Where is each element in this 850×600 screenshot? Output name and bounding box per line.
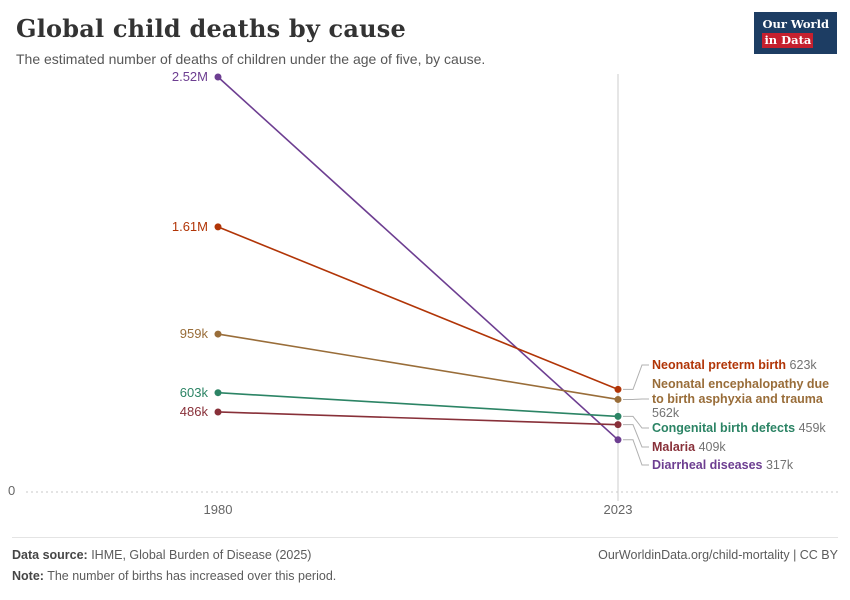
series-point-start[interactable] bbox=[214, 408, 222, 416]
series-name: Diarrheal diseases bbox=[652, 457, 763, 472]
start-value-neonatal-preterm-birth: 1.61M bbox=[171, 218, 208, 234]
series-end-value: 409k bbox=[698, 439, 726, 454]
owid-logo[interactable]: Our World in Data bbox=[754, 12, 837, 54]
note-text: The number of births has increased over … bbox=[43, 569, 337, 583]
page-title: Global child deaths by cause bbox=[16, 14, 406, 43]
slope-chart-canvas[interactable] bbox=[0, 69, 850, 521]
series-point-end[interactable] bbox=[614, 385, 622, 393]
series-label-malaria[interactable]: Malaria 409k bbox=[652, 440, 842, 455]
series-point-start[interactable] bbox=[214, 330, 222, 338]
series-label-neonatal-preterm-birth[interactable]: Neonatal preterm birth 623k bbox=[652, 358, 842, 373]
series-end-value: 562k bbox=[652, 406, 680, 420]
series-end-value: 459k bbox=[798, 420, 826, 435]
series-point-end[interactable] bbox=[614, 395, 622, 403]
x-tick-1980: 1980 bbox=[203, 502, 233, 517]
series-line[interactable] bbox=[217, 391, 619, 418]
series-point-end[interactable] bbox=[614, 436, 622, 444]
y-axis-zero-label: 0 bbox=[8, 483, 16, 498]
start-value-diarrheal-diseases: 2.52M bbox=[171, 69, 208, 84]
owid-logo-line1: Our World bbox=[762, 17, 829, 31]
series-name: Congenital birth defects bbox=[652, 420, 796, 435]
series-point-start[interactable] bbox=[214, 223, 222, 231]
label-connector bbox=[623, 415, 649, 429]
footer-left: Data source: IHME, Global Burden of Dise… bbox=[12, 548, 336, 583]
start-value-congenital-birth-defects: 603k bbox=[179, 384, 208, 400]
series-point-start[interactable] bbox=[214, 389, 222, 397]
start-value-neonatal-encephalopathy: 959k bbox=[179, 326, 208, 342]
series-point-end[interactable] bbox=[614, 412, 622, 420]
label-connector bbox=[623, 439, 649, 466]
series-point-start[interactable] bbox=[214, 73, 222, 81]
owid-url-link[interactable]: OurWorldinData.org/child-mortality | CC … bbox=[598, 548, 838, 562]
owid-logo-line2: in Data bbox=[762, 32, 814, 48]
data-source-text: IHME, Global Burden of Disease (2025) bbox=[87, 548, 312, 562]
series-label-neonatal-encephalopathy[interactable]: Neonatal encephalopathy due to birth asp… bbox=[652, 377, 842, 421]
x-tick-2023: 2023 bbox=[603, 502, 633, 517]
series-line[interactable] bbox=[217, 333, 619, 401]
chart-header: Global child deaths by cause The estimat… bbox=[0, 0, 850, 67]
series-end-value: 317k bbox=[765, 457, 794, 472]
note-line: Note: The number of births has increased… bbox=[12, 569, 336, 583]
series-end-value: 623k bbox=[789, 357, 817, 372]
series-point-end[interactable] bbox=[614, 421, 622, 429]
series-name: Neonatal preterm birth bbox=[652, 357, 787, 372]
series-line[interactable] bbox=[217, 76, 619, 441]
label-connector bbox=[623, 424, 649, 448]
data-source-line: Data source: IHME, Global Burden of Dise… bbox=[12, 548, 336, 562]
series-name: Neonatal encephalopathy due to birth asp… bbox=[652, 377, 830, 406]
data-source-label: Data source: bbox=[12, 548, 88, 562]
series-label-diarrheal-diseases[interactable]: Diarrheal diseases 317k bbox=[652, 458, 842, 473]
label-connector bbox=[623, 364, 649, 390]
page-subtitle: The estimated number of deaths of childr… bbox=[16, 51, 486, 67]
series-line[interactable] bbox=[217, 411, 619, 426]
series-name: Malaria bbox=[652, 439, 696, 454]
series-label-congenital-birth-defects[interactable]: Congenital birth defects 459k bbox=[652, 421, 842, 436]
slope-chart: 0 2.52M 1.61M 959k 603k 486k Neonatal pr… bbox=[0, 69, 850, 521]
start-value-malaria: 486k bbox=[179, 403, 208, 419]
chart-footer: Data source: IHME, Global Burden of Dise… bbox=[12, 537, 838, 583]
series-line[interactable] bbox=[217, 226, 619, 391]
note-label: Note: bbox=[12, 569, 44, 583]
